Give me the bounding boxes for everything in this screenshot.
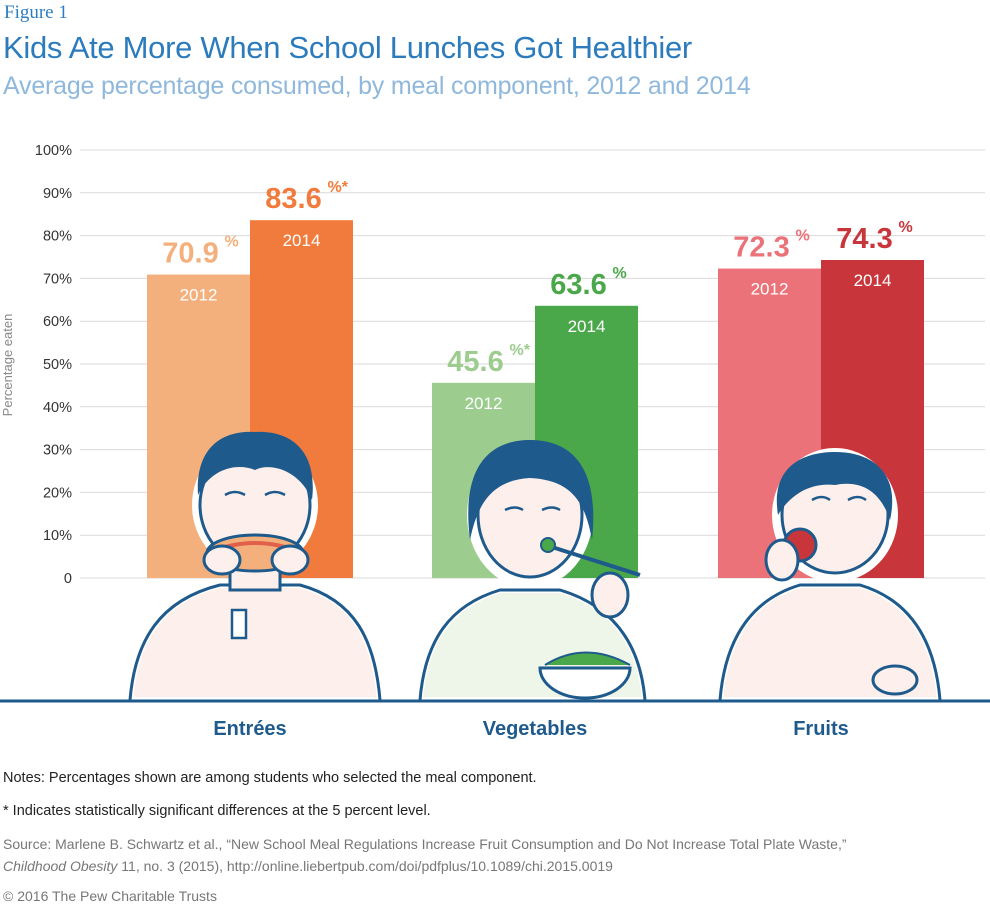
figure-label: Figure 1 — [4, 2, 68, 23]
value-label-percent: % — [225, 234, 239, 251]
notes-text: Notes: Percentages shown are among stude… — [3, 770, 537, 786]
y-tick-label: 70% — [43, 271, 72, 287]
value-label: 70.9 — [162, 238, 218, 270]
value-label: 83.6 — [265, 183, 321, 215]
kid-illustrations — [126, 431, 944, 703]
value-labels: 70.9 % 83.6 %* 45.6 %* 63.6 % 72.3% 74.3% — [162, 179, 912, 378]
significance-note: * Indicates statistically significant di… — [3, 803, 431, 819]
y-tick-label: 40% — [43, 400, 72, 416]
chart-title: Kids Ate More When School Lunches Got He… — [3, 30, 692, 65]
bar-series-label: 2014 — [283, 231, 321, 250]
value-label: 74.3 — [836, 223, 892, 255]
y-tick-labels: 0 10% 20% 30% 40% 50% 60% 70% 80% 90% 100% — [35, 143, 72, 587]
value-label: 63.6 — [550, 269, 606, 301]
value-label: 72.3 — [733, 232, 789, 264]
kid-sandwich-illustration — [126, 431, 384, 703]
category-label: Vegetables — [483, 718, 588, 740]
source-text: Source: Marlene B. Schwartz et al., “New… — [3, 833, 983, 877]
value-label-percent: % — [613, 265, 627, 282]
y-tick-label: 0 — [64, 571, 72, 587]
source-journal: Childhood Obesity — [3, 858, 118, 874]
value-label-percent: % — [796, 228, 810, 245]
bar-series-label: 2012 — [751, 280, 789, 299]
value-label-percent: %* — [328, 179, 349, 196]
category-label: Fruits — [793, 718, 849, 740]
bar-series-label: 2014 — [568, 317, 606, 336]
source-line-1: Source: Marlene B. Schwartz et al., “New… — [3, 836, 847, 852]
y-tick-label: 30% — [43, 443, 72, 459]
chart-subtitle: Average percentage consumed, by meal com… — [3, 72, 751, 100]
y-tick-label: 90% — [43, 186, 72, 202]
bar-series-label: 2012 — [465, 394, 503, 413]
bar-series-label: 2012 — [180, 286, 218, 305]
bar-chart: 0 10% 20% 30% 40% 50% 60% 70% 80% 90% 100% Percent… — [0, 143, 990, 740]
source-line-2: 11, no. 3 (2015), http://online.liebertp… — [117, 858, 613, 874]
category-labels: Entrées Vegetables Fruits — [213, 718, 848, 740]
bar-series-label: 2014 — [854, 271, 892, 290]
kid-vegetables-illustration — [416, 440, 649, 703]
y-tick-label: 10% — [43, 528, 72, 544]
value-label: 45.6 — [447, 346, 503, 378]
copyright: © 2016 The Pew Charitable Trusts — [3, 888, 217, 904]
y-tick-label: 80% — [43, 229, 72, 245]
y-tick-label: 20% — [43, 485, 72, 501]
y-tick-label: 100% — [35, 143, 72, 159]
kid-apple-illustration — [716, 448, 944, 703]
value-label-percent: % — [899, 219, 913, 236]
y-tick-label: 50% — [43, 357, 72, 373]
category-label: Entrées — [213, 718, 286, 740]
value-label-percent: %* — [510, 342, 531, 359]
y-axis-label: Percentage eaten — [0, 314, 15, 417]
y-tick-label: 60% — [43, 314, 72, 330]
